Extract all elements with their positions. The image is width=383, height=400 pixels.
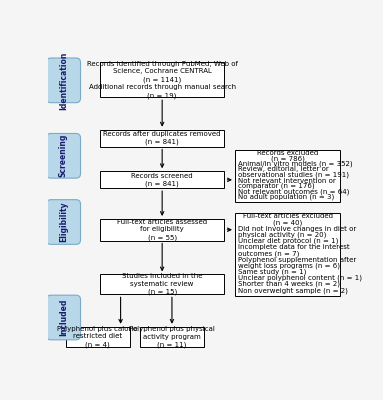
FancyBboxPatch shape bbox=[235, 213, 340, 296]
FancyBboxPatch shape bbox=[66, 327, 129, 347]
FancyBboxPatch shape bbox=[140, 327, 204, 347]
Text: Polyphenol plus calorie
restricted diet
(n = 4): Polyphenol plus calorie restricted diet … bbox=[57, 326, 138, 348]
Text: Not relevant outcomes (n = 64): Not relevant outcomes (n = 64) bbox=[239, 188, 350, 195]
Text: Shorter than 4 weeks (n = 2): Shorter than 4 weeks (n = 2) bbox=[239, 281, 340, 288]
Text: Records screened
(n = 841): Records screened (n = 841) bbox=[131, 172, 193, 187]
Text: Unclear diet protocol (n = 1): Unclear diet protocol (n = 1) bbox=[239, 238, 339, 244]
FancyBboxPatch shape bbox=[100, 274, 224, 294]
Text: physical activity (n = 20): physical activity (n = 20) bbox=[239, 232, 327, 238]
Text: outcomes (n = 7): outcomes (n = 7) bbox=[239, 250, 300, 257]
Text: No adult population (n = 3): No adult population (n = 3) bbox=[239, 194, 335, 200]
FancyBboxPatch shape bbox=[46, 58, 80, 103]
Text: Full-text articles assessed
for eligibility
(n = 55): Full-text articles assessed for eligibil… bbox=[117, 219, 207, 241]
Text: Screening: Screening bbox=[59, 134, 68, 178]
Text: Studies included in the
systematic review
(n = 15): Studies included in the systematic revie… bbox=[122, 273, 202, 295]
Text: Eligibility: Eligibility bbox=[59, 202, 68, 242]
Text: Polyphenol supplementation after: Polyphenol supplementation after bbox=[239, 256, 357, 262]
FancyBboxPatch shape bbox=[100, 62, 224, 97]
Text: (n = 40): (n = 40) bbox=[273, 219, 302, 226]
Text: Polyphenol plus physical
activity program
(n = 11): Polyphenol plus physical activity progra… bbox=[129, 326, 215, 348]
Text: Unclear polyphenol content (n = 1): Unclear polyphenol content (n = 1) bbox=[239, 275, 362, 281]
Text: Review, editorial, letter or: Review, editorial, letter or bbox=[239, 166, 329, 172]
Text: Records excluded: Records excluded bbox=[257, 150, 318, 156]
Text: observational studies (n = 191): observational studies (n = 191) bbox=[239, 172, 349, 178]
FancyBboxPatch shape bbox=[100, 219, 224, 240]
Text: Same study (n = 1): Same study (n = 1) bbox=[239, 269, 307, 275]
Text: Records after duplicates removed
(n = 841): Records after duplicates removed (n = 84… bbox=[103, 131, 221, 145]
Text: Non overweight sample (n = 2): Non overweight sample (n = 2) bbox=[239, 287, 348, 294]
Text: Full-text articles excluded: Full-text articles excluded bbox=[242, 214, 332, 220]
Text: Incomplete data for the interest: Incomplete data for the interest bbox=[239, 244, 350, 250]
FancyBboxPatch shape bbox=[235, 150, 340, 202]
Text: Not relevant intervention or: Not relevant intervention or bbox=[239, 178, 336, 184]
Text: comparator (n = 176): comparator (n = 176) bbox=[239, 183, 315, 189]
FancyBboxPatch shape bbox=[46, 295, 80, 340]
Text: Included: Included bbox=[59, 299, 68, 336]
Text: (n = 786): (n = 786) bbox=[271, 155, 304, 162]
Text: Animal/in vitro models (n = 352): Animal/in vitro models (n = 352) bbox=[239, 161, 353, 167]
FancyBboxPatch shape bbox=[46, 200, 80, 244]
FancyBboxPatch shape bbox=[100, 171, 224, 188]
Text: Did not involve changes in diet or: Did not involve changes in diet or bbox=[239, 226, 357, 232]
Text: Identification: Identification bbox=[59, 51, 68, 110]
Text: weight loss programs (n = 6): weight loss programs (n = 6) bbox=[239, 262, 340, 269]
FancyBboxPatch shape bbox=[46, 134, 80, 178]
FancyBboxPatch shape bbox=[100, 130, 224, 146]
Text: Records identified through PubMed, Web of
Science, Cochrane CENTRAL
(n = 1141)
A: Records identified through PubMed, Web o… bbox=[87, 60, 238, 98]
